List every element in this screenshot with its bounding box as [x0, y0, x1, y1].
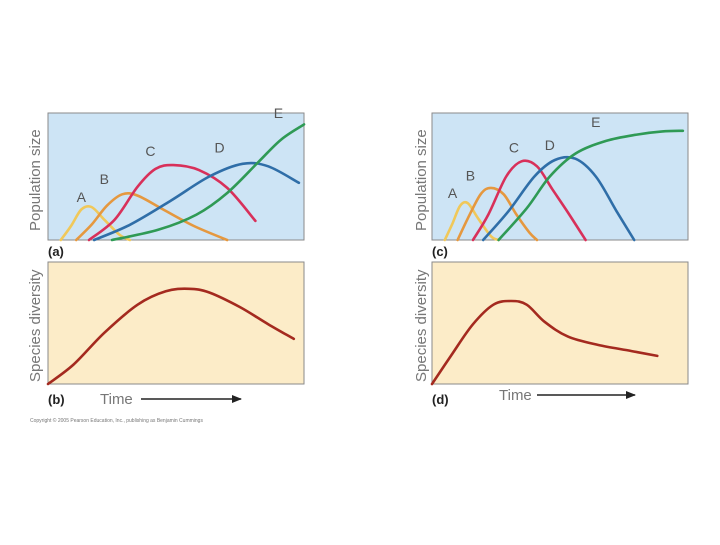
panel-a-species-d-curve — [92, 161, 301, 242]
panel-a-label-a: A — [77, 189, 87, 205]
panel-d-time-label: Time — [499, 387, 532, 404]
panel-c-letter: (c) — [432, 244, 448, 259]
panel-b-letter: (b) — [48, 392, 65, 407]
panel-c-ylabel: Population size — [413, 129, 430, 231]
panel-a-letter: (a) — [48, 244, 64, 259]
panel-a-label-e: E — [274, 105, 283, 121]
panel-c-species-d-curve — [481, 155, 636, 242]
panel-a-label-c: C — [145, 143, 155, 159]
panel-a-population-background — [47, 112, 305, 241]
panel-d-letter: (d) — [432, 392, 449, 407]
panel-c-species-a-curve — [443, 200, 500, 242]
panel-a-label-d: D — [214, 139, 224, 155]
panel-c-species-c-curve — [471, 159, 587, 242]
panel-b-ylabel: Species diversity — [27, 269, 44, 382]
panel-d-diversity-curve — [430, 299, 659, 386]
panel-c-label-e: E — [591, 114, 600, 130]
panel-a-species-c-curve — [87, 163, 257, 242]
panel-a-species-b-curve — [74, 191, 229, 242]
panel-a-species-e-curve — [110, 123, 306, 242]
panel-b-diversity-background — [47, 261, 305, 385]
panel-a-ylabel: Population size — [27, 129, 44, 231]
panel-a-species-a-curve — [59, 204, 132, 242]
panel-a-label-b: B — [100, 171, 109, 187]
panel-d-ylabel: Species diversity — [413, 269, 430, 382]
panel-c-label-b: B — [466, 167, 475, 183]
panel-c-label-d: D — [545, 137, 555, 153]
panel-c-species-b-curve — [456, 186, 539, 242]
panel-b-time-label: Time — [100, 391, 133, 408]
panel-c-label-c: C — [509, 139, 519, 155]
panel-c-label-a: A — [448, 185, 458, 201]
copyright-note: Copyright © 2005 Pearson Education, Inc.… — [30, 417, 203, 424]
panel-c-species-e-curve — [497, 129, 685, 242]
panel-d-diversity-background — [431, 261, 689, 385]
panel-b-diversity-curve — [46, 287, 296, 386]
